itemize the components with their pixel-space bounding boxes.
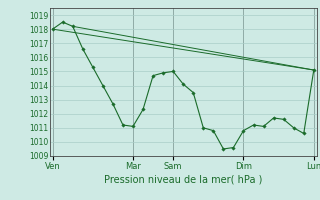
X-axis label: Pression niveau de la mer( hPa ): Pression niveau de la mer( hPa ) <box>104 175 262 185</box>
